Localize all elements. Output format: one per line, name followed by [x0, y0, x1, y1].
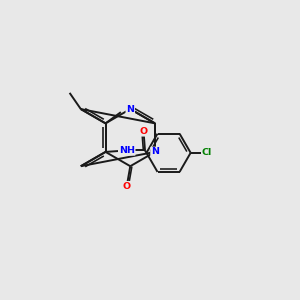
Text: O: O: [140, 127, 148, 136]
Text: NH: NH: [119, 146, 135, 155]
Text: N: N: [126, 105, 134, 114]
Text: Cl: Cl: [202, 148, 212, 157]
Text: O: O: [123, 182, 131, 191]
Text: N: N: [151, 147, 159, 156]
